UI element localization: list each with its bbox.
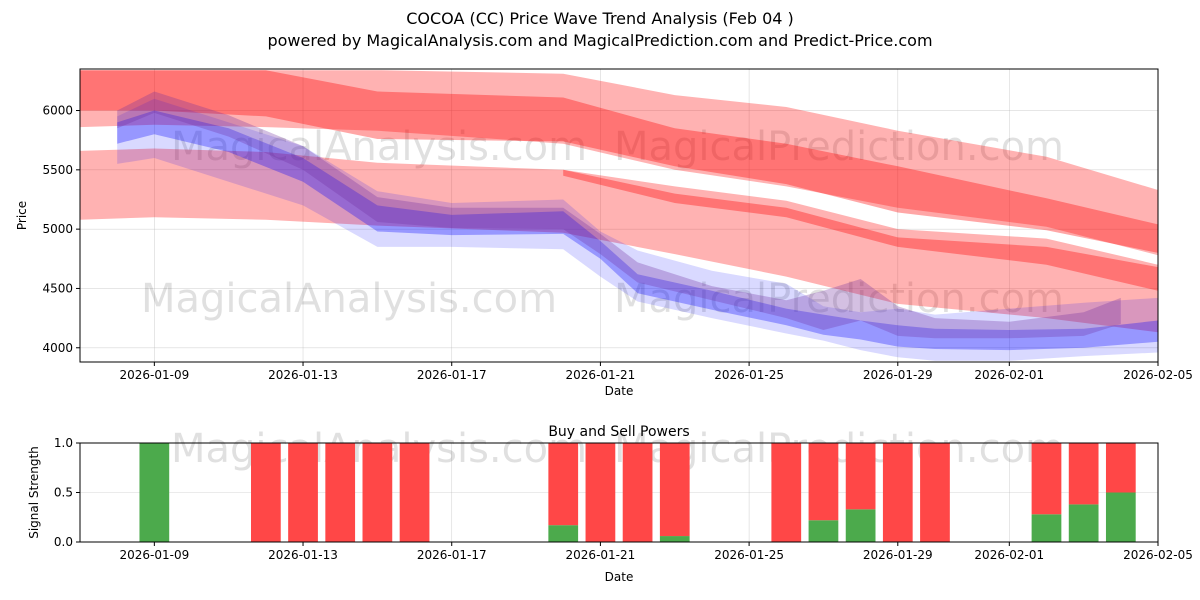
wave-band-red-wave-core-2 [563,169,1158,291]
price-bands-group [80,70,1158,361]
watermark-text: MagicalPrediction.com [614,124,1064,170]
buy-power-bar [1105,492,1136,542]
sell-power-bar [288,443,318,542]
buy-power-bar [1031,514,1062,542]
signal-x-tick-label: 2026-02-05 [1123,548,1193,562]
wave-band-blue-wave-mid [117,110,1158,351]
price-x-tick-label: 2026-02-01 [974,368,1044,382]
sell-power-bar [585,443,616,542]
sell-power-bar [659,443,690,537]
wave-band-purple-wave [117,91,1121,339]
sell-power-bar [250,443,281,542]
sell-power-bar [920,443,950,542]
buy-power-bar [548,525,579,542]
sell-power-bar [845,443,876,510]
signal-y-tick-label: 0.0 [54,535,73,549]
signal-y-axis-label: Signal Strength [27,446,41,539]
wave-band-red-wave-core [80,70,1158,253]
signal-x-tick-label: 2026-02-01 [974,548,1044,562]
signal-x-tick-label: 2026-01-29 [863,548,933,562]
price-x-tick-label: 2026-01-17 [417,368,487,382]
chart-subtitle: powered by MagicalAnalysis.com and Magic… [267,31,933,50]
price-y-tick-label: 4000 [42,341,73,355]
wave-band-red-wave-upper [80,70,1158,256]
price-x-tick-label: 2026-01-25 [714,368,784,382]
price-x-tick-label: 2026-01-13 [268,368,338,382]
signal-x-tick-label: 2026-01-09 [119,548,189,562]
sell-power-bar [1105,443,1136,493]
sell-power-bar [882,443,913,542]
sell-power-bar [548,443,579,526]
sell-power-bar [325,443,356,542]
signal-x-tick-label: 2026-01-13 [268,548,338,562]
price-x-tick-label: 2026-01-09 [119,368,189,382]
price-y-axis-label: Price [15,201,29,230]
buy-power-bar [808,520,839,542]
buy-power-bar [845,509,876,542]
wave-band-red-wave-lower [80,148,1158,333]
sell-power-bar [771,443,802,542]
chart-title: COCOA (CC) Price Wave Trend Analysis (Fe… [406,9,794,28]
price-x-axis-label: Date [605,384,634,398]
buy-power-bar [1068,504,1099,542]
price-y-tick-label: 5000 [42,222,73,236]
signal-y-tick-label: 0.5 [54,486,73,500]
price-y-tick-label: 6000 [42,104,73,118]
sell-power-bar [362,443,393,542]
watermark-text: MagicalAnalysis.com [171,124,587,170]
price-x-tick-label: 2026-02-05 [1123,368,1193,382]
signal-bars-group [139,443,1136,542]
sell-power-bar [1068,443,1099,505]
signal-x-axis-label: Date [605,570,634,584]
signal-x-tick-label: 2026-01-21 [566,548,636,562]
price-y-tick-label: 4500 [42,281,73,295]
price-x-tick-label: 2026-01-29 [863,368,933,382]
watermark-text: MagicalPrediction.com [614,276,1064,322]
price-y-tick-label: 5500 [42,163,73,177]
price-plot-frame [79,68,1159,363]
signal-chart-title: Buy and Sell Powers [548,424,689,440]
sell-power-bar [622,443,653,542]
signal-x-tick-label: 2026-01-17 [417,548,487,562]
sell-power-bar [399,443,430,542]
buy-power-bar [139,443,170,542]
buy-power-bar [659,536,690,542]
wave-band-blue-wave-outer [117,98,1158,361]
sell-power-bar [1031,443,1062,515]
signal-y-tick-label: 1.0 [54,436,73,450]
sell-power-bar [808,443,839,521]
price-x-tick-label: 2026-01-21 [566,368,636,382]
watermark-text: MagicalAnalysis.com [141,276,557,322]
signal-x-tick-label: 2026-01-25 [714,548,784,562]
